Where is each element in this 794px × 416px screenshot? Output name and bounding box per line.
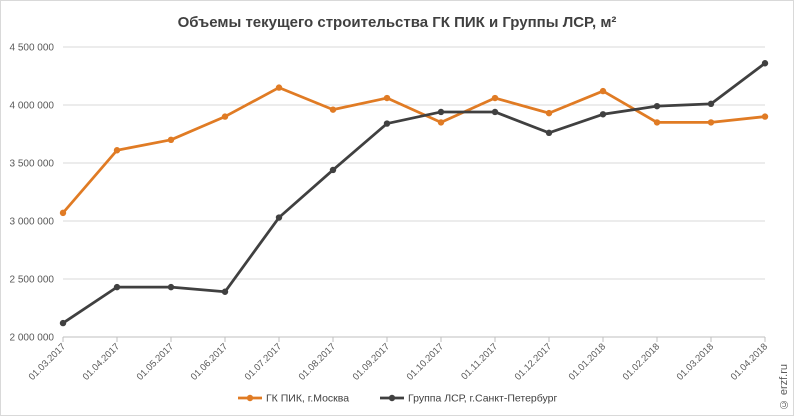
data-point-series-1 [545,109,553,117]
data-point-series-1 [761,113,769,120]
data-point-series-1 [383,94,391,102]
y-tick-label: 2 000 000 [10,333,55,344]
y-tick-label: 4 500 000 [10,43,55,54]
data-point-series-2 [329,166,337,174]
legend-label-1: ГК ПИК, г.Москва [266,393,349,405]
y-tick-label: 2 500 000 [10,275,55,286]
data-point-series-2 [113,283,121,291]
data-point-series-2 [761,60,769,67]
data-point-series-1 [491,94,499,102]
data-point-series-2 [383,120,391,127]
x-tick-label: 01.10.2017 [405,341,446,382]
data-point-series-2 [707,100,715,108]
data-point-series-1 [653,119,661,126]
data-point-series-1 [437,119,445,126]
legend-marker-2 [388,394,396,402]
data-point-series-2 [167,283,175,291]
series-lines [59,60,769,327]
x-tick-label: 01.01.2018 [567,341,608,382]
data-point-series-1 [707,119,715,126]
data-point-series-2 [653,102,661,110]
data-point-series-2 [545,129,553,137]
x-tick-label: 01.03.2017 [27,341,68,382]
x-axis: 01.03.2017 01.04.2017 01.05.2017 01.06.2017… [27,337,770,383]
gridlines [63,46,765,338]
x-tick-label: 01.03.2018 [675,341,716,382]
x-tick-label: 01.12.2017 [513,341,554,382]
y-tick-label: 3 500 000 [10,159,55,170]
data-point-series-2 [437,108,445,116]
y-axis: 2 000 000 2 500 000 3 000 000 3 500 000 4 00… [10,43,55,344]
data-point-series-1 [113,147,121,154]
y-tick-label: 3 000 000 [10,217,55,228]
watermark: © erzf.ru [778,363,790,410]
data-point-series-2 [491,108,499,116]
legend: ГК ПИК, г.Москва Группа ЛСР, г.Санкт-Пете… [238,393,558,405]
x-tick-label: 01.06.2017 [189,341,230,382]
data-point-series-1 [329,106,337,113]
series-line-1 [61,86,766,214]
data-point-series-2 [599,111,607,118]
x-tick-label: 01.09.2017 [351,341,392,382]
data-point-series-1 [275,84,283,91]
data-point-series-2 [275,214,283,221]
data-point-series-1 [59,209,67,217]
x-tick-label: 01.04.2018 [729,341,770,382]
series-line-2 [62,62,766,325]
data-point-series-2 [221,288,229,295]
data-point-series-1 [221,113,229,120]
data-point-series-1 [167,136,175,143]
x-tick-label: 01.11.2017 [459,341,500,382]
chart-title: Объемы текущего строительства ГК ПИК и Г… [177,14,617,31]
legend-label-2: Группа ЛСР, г.Санкт-Петербург [408,393,558,405]
x-tick-label: 01.04.2017 [81,341,122,382]
x-tick-label: 01.08.2017 [297,341,338,382]
x-tick-label: 01.05.2017 [135,341,176,382]
x-tick-label: 01.07.2017 [243,341,284,382]
x-tick-label: 01.02.2018 [621,341,662,382]
data-point-series-1 [599,87,607,95]
legend-marker-1 [246,394,254,402]
y-tick-label: 4 000 000 [10,101,55,112]
data-point-series-2 [59,319,67,327]
